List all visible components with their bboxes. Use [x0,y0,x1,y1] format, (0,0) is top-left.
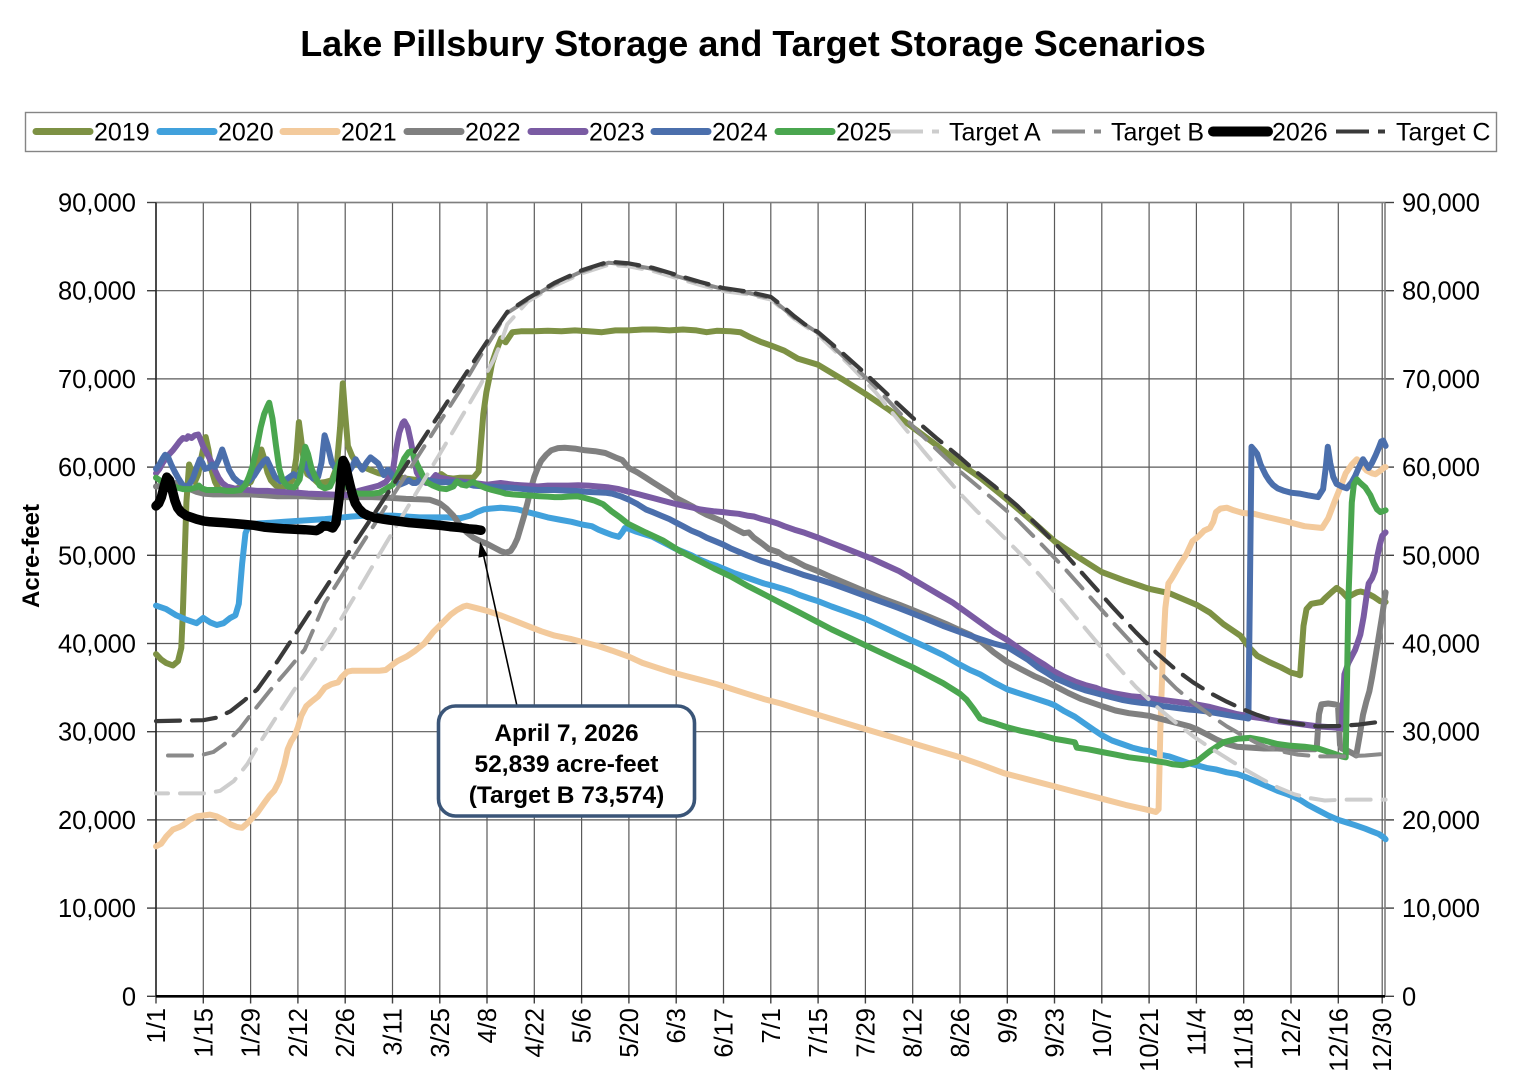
svg-text:7/15: 7/15 [805,1008,833,1058]
svg-text:2020: 2020 [218,119,274,147]
svg-text:6/17: 6/17 [711,1008,739,1058]
svg-text:1/15: 1/15 [190,1008,218,1058]
svg-text:30,000: 30,000 [58,719,136,747]
svg-text:2025: 2025 [836,119,892,147]
svg-text:5/6: 5/6 [569,1008,597,1043]
svg-text:(Target B 73,574): (Target B 73,574) [469,782,665,809]
svg-text:4/8: 4/8 [474,1008,502,1043]
svg-text:0: 0 [122,983,136,1011]
svg-text:12/2: 12/2 [1278,1008,1306,1058]
svg-text:80,000: 80,000 [1402,278,1480,306]
svg-text:April 7, 2026: April 7, 2026 [494,720,638,747]
svg-text:10/7: 10/7 [1089,1008,1117,1058]
svg-text:9/23: 9/23 [1042,1008,1070,1058]
svg-text:3/11: 3/11 [380,1008,408,1056]
svg-text:Target B: Target B [1111,119,1204,147]
svg-text:2019: 2019 [94,119,150,147]
svg-text:90,000: 90,000 [1402,190,1480,218]
svg-text:9/9: 9/9 [994,1008,1022,1043]
svg-text:8/12: 8/12 [900,1008,928,1058]
svg-text:60,000: 60,000 [58,454,136,482]
svg-text:10,000: 10,000 [58,895,136,923]
svg-text:1/1: 1/1 [143,1008,171,1043]
svg-text:2022: 2022 [465,119,521,147]
svg-text:2026: 2026 [1272,119,1328,147]
svg-text:2/26: 2/26 [332,1008,360,1058]
svg-text:12/16: 12/16 [1325,1008,1353,1072]
svg-text:7/29: 7/29 [852,1008,880,1058]
svg-text:Target C: Target C [1396,119,1490,147]
svg-text:70,000: 70,000 [1402,366,1480,394]
svg-text:0: 0 [1402,983,1416,1011]
svg-text:50,000: 50,000 [1402,542,1480,570]
svg-text:6/3: 6/3 [663,1008,691,1043]
svg-text:8/26: 8/26 [947,1008,975,1058]
svg-text:10,000: 10,000 [1402,895,1480,923]
svg-text:12/30: 12/30 [1369,1008,1397,1072]
svg-text:1/29: 1/29 [238,1008,266,1058]
svg-text:5/20: 5/20 [616,1008,644,1058]
svg-text:7/1: 7/1 [758,1008,786,1043]
svg-text:50,000: 50,000 [58,542,136,570]
svg-text:11/18: 11/18 [1231,1008,1259,1070]
svg-text:11/4: 11/4 [1183,1008,1211,1056]
svg-text:52,839 acre-feet: 52,839 acre-feet [475,751,659,778]
svg-text:60,000: 60,000 [1402,454,1480,482]
svg-text:2023: 2023 [589,119,645,147]
svg-text:2024: 2024 [712,119,768,147]
svg-text:Target A: Target A [949,119,1041,147]
svg-text:70,000: 70,000 [58,366,136,394]
svg-text:40,000: 40,000 [58,631,136,659]
svg-text:30,000: 30,000 [1402,719,1480,747]
svg-text:Acre-feet: Acre-feet [18,504,45,608]
svg-text:10/21: 10/21 [1136,1008,1164,1072]
svg-text:3/25: 3/25 [427,1008,455,1058]
svg-text:80,000: 80,000 [58,278,136,306]
svg-text:90,000: 90,000 [58,190,136,218]
svg-text:Lake Pillsbury Storage and Tar: Lake Pillsbury Storage and Target Storag… [300,23,1206,64]
svg-text:2/12: 2/12 [285,1008,313,1058]
svg-text:4/22: 4/22 [521,1008,549,1058]
svg-text:40,000: 40,000 [1402,631,1480,659]
svg-text:20,000: 20,000 [58,807,136,835]
svg-text:20,000: 20,000 [1402,807,1480,835]
svg-text:2021: 2021 [341,119,397,147]
